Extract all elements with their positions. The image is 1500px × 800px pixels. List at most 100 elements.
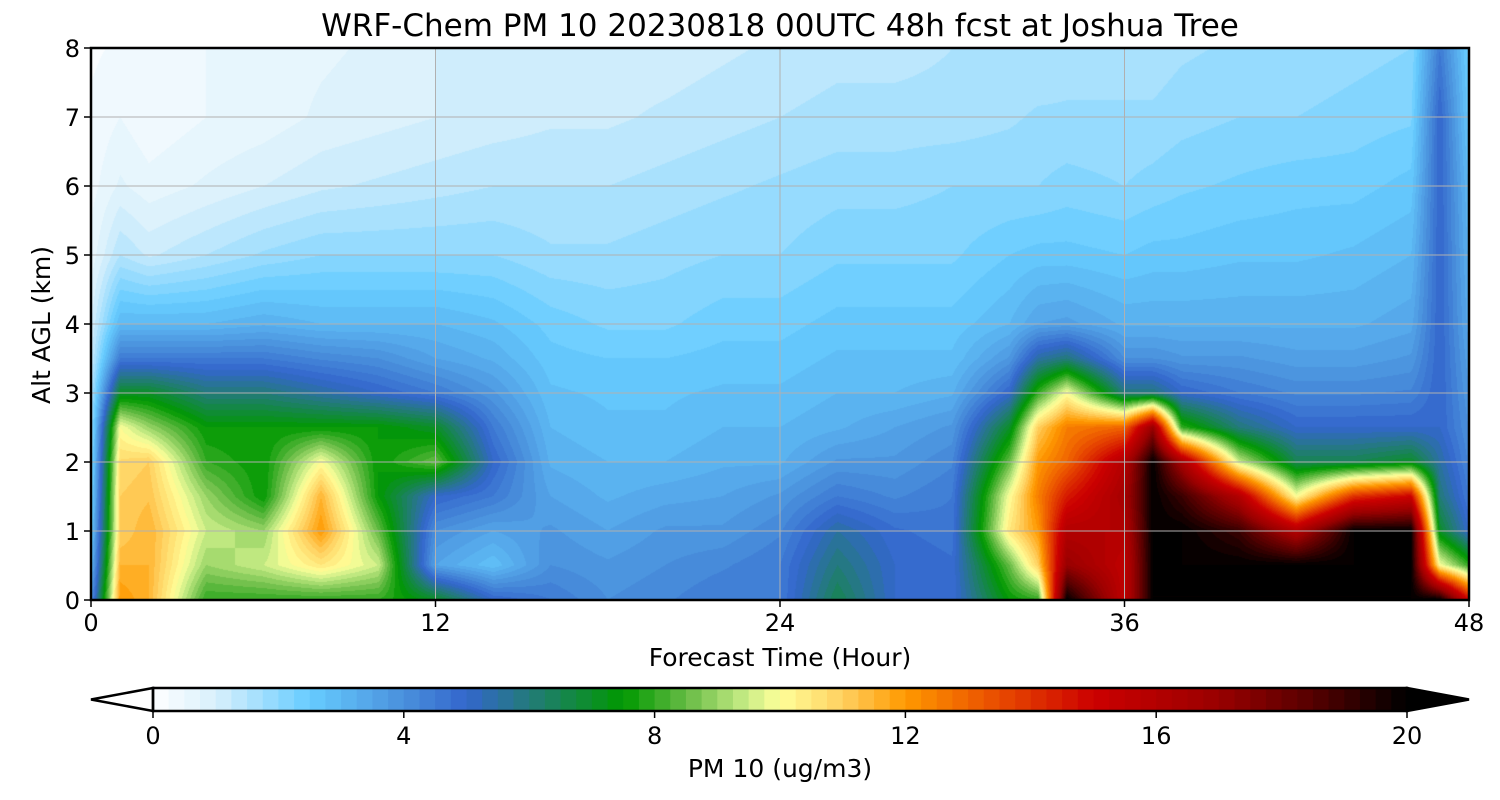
colorbar-level: [153, 688, 170, 711]
colorbar-level: [278, 688, 295, 711]
colorbar-level: [513, 688, 530, 711]
colorbar-level: [403, 688, 421, 711]
colorbar-level: [1156, 688, 1173, 711]
colorbar-level: [842, 688, 859, 711]
colorbar-level: [983, 688, 1001, 711]
colorbar-level: [544, 688, 562, 711]
colorbar-level: [356, 688, 374, 711]
colorbar-level: [701, 688, 718, 711]
colorbar: [153, 688, 1408, 711]
colorbar-level: [952, 688, 969, 711]
colorbar-tick-label: 8: [647, 722, 662, 750]
colorbar-level: [905, 688, 922, 711]
colorbar-max-extension: [1405, 686, 1470, 713]
colorbar-label: PM 10 (ug/m3): [688, 754, 872, 783]
colorbar-level: [1328, 688, 1345, 711]
colorbar-level: [184, 688, 201, 711]
y-tick-label: 0: [65, 587, 80, 615]
colorbar-tick-label: 0: [145, 722, 160, 750]
colorbar-level: [607, 688, 624, 711]
x-tick-label: 36: [1109, 609, 1140, 637]
grid-lines: [90, 47, 1470, 601]
colorbar-level: [670, 688, 687, 711]
y-tick-label: 6: [65, 173, 80, 201]
y-tick-label: 3: [65, 380, 80, 408]
y-axis-label: Alt AGL (km): [27, 246, 56, 404]
colorbar-level: [497, 688, 515, 711]
colorbar-level: [247, 688, 264, 711]
colorbar-level: [858, 688, 875, 711]
colorbar-level: [1140, 688, 1157, 711]
colorbar-level: [1171, 688, 1189, 711]
colorbar-level: [576, 688, 593, 711]
colorbar-level: [968, 688, 985, 711]
colorbar-level: [1234, 688, 1251, 711]
x-tick-label: 48: [1454, 609, 1485, 637]
y-tick-label: 2: [65, 449, 80, 477]
colorbar-level: [215, 688, 232, 711]
colorbar-level: [1046, 688, 1063, 711]
colorbar-level: [466, 688, 483, 711]
colorbar-level: [795, 688, 812, 711]
colorbar-level: [936, 688, 954, 711]
colorbar-tick-label: 12: [890, 722, 921, 750]
colorbar-level: [780, 688, 797, 711]
x-tick-label: 0: [83, 609, 98, 637]
colorbar-level: [435, 688, 452, 711]
colorbar-level: [685, 688, 703, 711]
colorbar-level: [1077, 688, 1095, 711]
colorbar-level: [1297, 688, 1314, 711]
colorbar-level: [419, 688, 436, 711]
colorbar-level: [1187, 688, 1204, 711]
colorbar-level: [717, 688, 734, 711]
colorbar-level: [623, 688, 640, 711]
colorbar-level: [1218, 688, 1236, 711]
y-tick-label: 8: [65, 35, 80, 63]
y-tick-label: 1: [65, 518, 80, 546]
colorbar-ticks: 0 4 8 12 16 20: [145, 711, 1422, 750]
colorbar-level: [1203, 688, 1220, 711]
chart-title: WRF-Chem PM 10 20230818 00UTC 48h fcst a…: [321, 8, 1239, 44]
colorbar-level: [811, 688, 828, 711]
colorbar-level: [341, 688, 358, 711]
colorbar-level: [921, 688, 938, 711]
colorbar-level: [262, 688, 279, 711]
colorbar-level: [654, 688, 671, 711]
colorbar-tick-label: 4: [396, 722, 411, 750]
colorbar-level: [294, 688, 311, 711]
colorbar-level: [827, 688, 844, 711]
colorbar-level: [560, 688, 577, 711]
colorbar-level: [1391, 688, 1408, 711]
colorbar-level: [1375, 688, 1392, 711]
y-tick-label: 4: [65, 311, 80, 339]
x-tick-label: 12: [420, 609, 451, 637]
x-axis-label: Forecast Time (Hour): [649, 643, 912, 672]
colorbar-level: [231, 688, 248, 711]
colorbar-level: [1062, 688, 1079, 711]
colorbar-level: [1015, 688, 1032, 711]
colorbar-level: [482, 688, 499, 711]
colorbar-level: [1265, 688, 1283, 711]
colorbar-level: [1250, 688, 1267, 711]
colorbar-level: [1030, 688, 1048, 711]
colorbar-level: [999, 688, 1016, 711]
colorbar-frame: [151, 686, 1409, 713]
colorbar-level: [889, 688, 906, 711]
colorbar-level: [638, 688, 656, 711]
colorbar-level: [764, 688, 781, 711]
colorbar-tick-label: 20: [1392, 722, 1423, 750]
colorbar-tick-label: 16: [1141, 722, 1172, 750]
colorbar-level: [388, 688, 405, 711]
colorbar-level: [200, 688, 217, 711]
colorbar-level: [1093, 688, 1110, 711]
colorbar-level: [372, 688, 389, 711]
x-ticks: 0 12 24 36 48: [83, 600, 1484, 637]
colorbar-level: [591, 688, 609, 711]
y-tick-label: 7: [65, 104, 80, 132]
colorbar-level: [1359, 688, 1377, 711]
colorbar-level: [874, 688, 891, 711]
colorbar-level: [168, 688, 185, 711]
colorbar-level: [325, 688, 342, 711]
colorbar-level: [748, 688, 765, 711]
y-ticks: 0 1 2 3 4 5 6 7 8: [65, 35, 91, 615]
